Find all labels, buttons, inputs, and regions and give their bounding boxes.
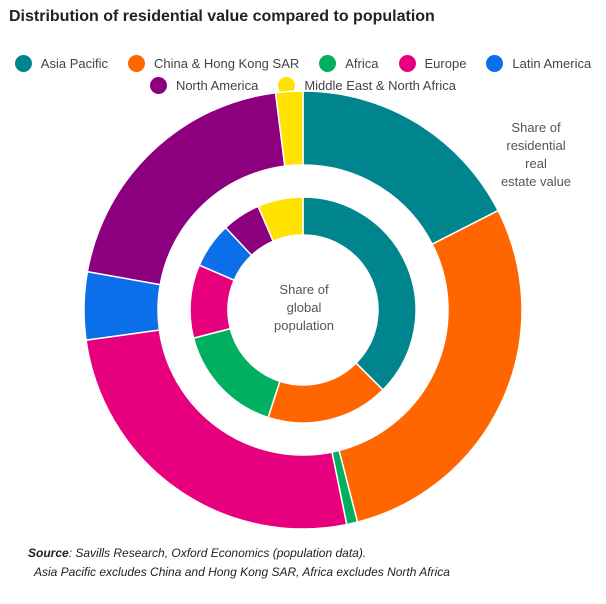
outer-slice-north-america — [86, 91, 286, 286]
legend-item-africa: Africa — [319, 54, 379, 72]
legend-label-asia-pacific: Asia Pacific — [40, 55, 108, 71]
outer-slice-europe — [85, 329, 348, 530]
legend-swatch-china-hong-kong — [128, 54, 145, 72]
legend-item-asia-pacific: Asia Pacific — [14, 54, 108, 72]
inner-slice-africa — [192, 327, 281, 419]
footnote: Asia Pacific excludes China and Hong Kon… — [34, 565, 450, 579]
source-text: : Savills Research, Oxford Economics (po… — [68, 546, 367, 560]
legend-item-north-america: North America — [149, 76, 259, 94]
legend-label-latin-america: Latin America — [512, 55, 592, 71]
legend-label-africa: Africa — [345, 55, 379, 71]
outer-ring-annotation: Share of residential real estate value — [500, 120, 572, 189]
footer: Source: Savills Research, Oxford Economi… — [28, 544, 450, 582]
source-label: Source — [28, 546, 69, 560]
legend: Asia Pacific China & Hong Kong SAR Afric… — [0, 52, 606, 96]
legend-row-1: Asia Pacific China & Hong Kong SAR Afric… — [0, 52, 606, 74]
legend-item-europe: Europe — [398, 54, 467, 72]
legend-swatch-asia-pacific — [14, 54, 32, 72]
outer-slice-middle-east-north-africa — [274, 90, 304, 167]
legend-item-latin-america: Latin America — [486, 54, 592, 72]
outer-ring-residential-value — [83, 90, 523, 530]
legend-label-middle-east-north-africa: Middle East & North Africa — [304, 77, 457, 93]
outer-slice-china-hong-kong-sar — [338, 209, 523, 524]
legend-swatch-latin-america — [486, 54, 504, 72]
legend-item-middle-east-north-africa: Middle East & North Africa — [278, 76, 457, 94]
legend-swatch-europe — [398, 54, 416, 72]
legend-swatch-north-america — [149, 76, 167, 94]
legend-label-north-america: North America — [175, 77, 259, 93]
inner-slice-middle-east-north-africa — [257, 196, 304, 243]
source-line: Source: Savills Research, Oxford Economi… — [28, 544, 450, 563]
inner-slice-china-hong-kong-sar — [267, 361, 384, 424]
legend-row-2: North America Middle East & North Africa — [0, 74, 606, 96]
inner-slice-asia-pacific — [302, 196, 417, 391]
legend-swatch-africa — [319, 54, 337, 72]
chart-title: Distribution of residential value compar… — [9, 8, 435, 25]
legend-label-europe: Europe — [424, 55, 467, 71]
legend-item-china-hong-kong: China & Hong Kong SAR — [128, 54, 300, 72]
legend-swatch-middle-east-north-africa — [278, 76, 296, 94]
inner-ring-global-population — [189, 196, 417, 424]
inner-ring-annotation: Share of global population — [274, 282, 334, 333]
legend-label-china-hong-kong: China & Hong Kong SAR — [154, 55, 300, 71]
